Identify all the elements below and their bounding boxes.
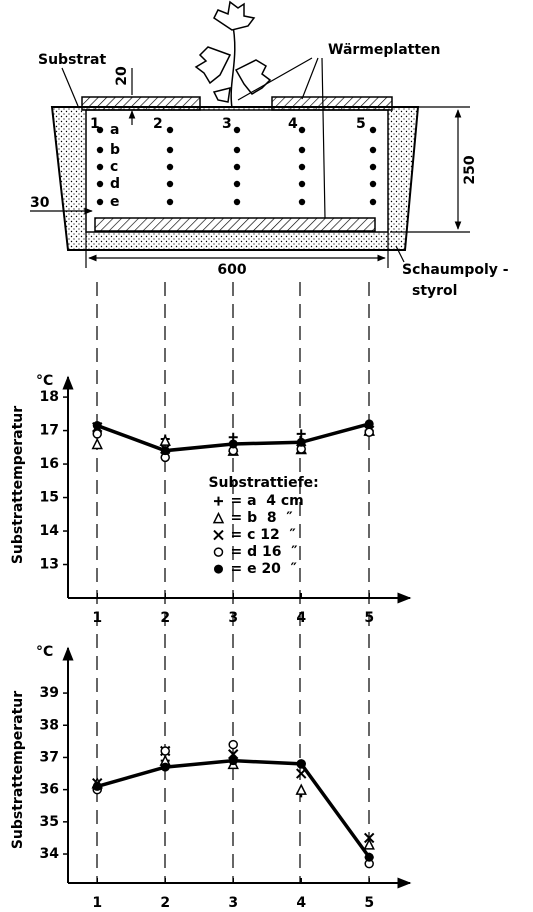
y-unit: °C — [36, 644, 53, 660]
marker-circle — [93, 421, 102, 430]
x-tick-label: 3 — [228, 610, 238, 626]
x-tick-label: 3 — [228, 895, 238, 911]
dimension-label: 600 — [217, 262, 246, 278]
x-tick-label: 1 — [92, 610, 102, 626]
legend-marker — [214, 548, 222, 556]
legend-marker — [214, 531, 223, 540]
position-label: 5 — [356, 116, 366, 132]
marker-circle-open — [365, 428, 373, 436]
container-diagram: 1 2 3 4 5 a b c d e Substrat Wärmeplatte… — [30, 2, 509, 299]
marker-triangle — [93, 439, 102, 448]
x-tick-label: 2 — [160, 895, 170, 911]
marker-circle — [365, 419, 374, 428]
marker-circle — [161, 763, 170, 772]
dimension-label: 30 — [30, 195, 50, 211]
figure: 1 2 3 4 5 a b c d e Substrat Wärmeplatte… — [0, 0, 533, 912]
y-axis-label: Substrattemperatur — [10, 406, 26, 564]
depth-label: b — [110, 142, 120, 158]
marker-circle-open — [93, 430, 101, 438]
x-tick-label: 2 — [160, 610, 170, 626]
y-axis-label: Substrattemperatur — [10, 691, 26, 849]
y-tick-label: 14 — [40, 523, 60, 539]
depth-label: c — [110, 159, 118, 175]
x-tick-label: 1 — [92, 895, 102, 911]
depth-label: e — [110, 194, 120, 210]
depth-label: a — [110, 122, 119, 138]
y-tick-label: 38 — [40, 717, 59, 733]
dimension-label: 20 — [114, 66, 130, 86]
y-tick-label: 37 — [40, 749, 59, 765]
legend-marker — [214, 565, 223, 574]
plates-label: Wärmeplatten — [328, 42, 441, 58]
marker-circle-open — [161, 747, 169, 755]
marker-triangle — [297, 785, 306, 794]
marker-circle — [365, 853, 374, 862]
legend-label: = a 4 cm — [230, 493, 303, 509]
position-label: 2 — [153, 116, 163, 132]
y-tick-label: 17 — [40, 423, 59, 439]
heating-plate — [95, 218, 375, 231]
y-unit: °C — [36, 373, 53, 389]
insulation-label: Schaumpoly - — [402, 262, 509, 278]
marker-circle-open — [229, 741, 237, 749]
legend-label: = b 8 ″ — [230, 510, 292, 526]
marker-circle — [229, 756, 238, 765]
position-label: 3 — [222, 116, 232, 132]
x-tick-label: 4 — [296, 895, 306, 911]
dimension-label: 250 — [462, 155, 478, 184]
legend-label: = d 16 ″ — [230, 544, 297, 560]
x-tick-label: 5 — [364, 895, 374, 911]
y-tick-label: 13 — [40, 557, 59, 573]
guide-lines — [97, 282, 369, 882]
y-tick-label: 39 — [40, 685, 59, 701]
legend-marker — [214, 497, 223, 506]
legend-marker — [214, 514, 223, 523]
position-label: 4 — [288, 116, 298, 132]
insulation-label: styrol — [412, 283, 457, 299]
y-tick-label: 16 — [40, 456, 59, 472]
marker-circle — [93, 782, 102, 791]
marker-circle — [297, 759, 306, 768]
heating-plate — [272, 97, 392, 110]
marker-plus — [297, 429, 306, 438]
marker-triangle — [161, 436, 170, 445]
x-tick-label: 5 — [364, 610, 374, 626]
y-tick-label: 34 — [40, 846, 60, 862]
substrate-label: Substrat — [38, 52, 106, 68]
marker-x — [297, 769, 306, 778]
heating-plate — [82, 97, 200, 110]
marker-circle — [229, 439, 238, 448]
x-tick-label: 4 — [296, 610, 306, 626]
plant — [196, 2, 270, 108]
legend-label: = c 12 ″ — [230, 527, 295, 543]
y-tick-label: 18 — [40, 389, 59, 405]
leader-line — [62, 68, 78, 106]
marker-circle — [161, 446, 170, 455]
legend-title: Substrattiefe: — [208, 475, 318, 491]
y-tick-label: 35 — [40, 814, 59, 830]
y-tick-label: 36 — [40, 782, 59, 798]
legend-label: = e 20 ″ — [230, 561, 296, 577]
depth-label: d — [110, 176, 120, 192]
marker-circle — [297, 438, 306, 447]
position-label: 1 — [90, 116, 100, 132]
y-tick-label: 15 — [40, 490, 59, 506]
